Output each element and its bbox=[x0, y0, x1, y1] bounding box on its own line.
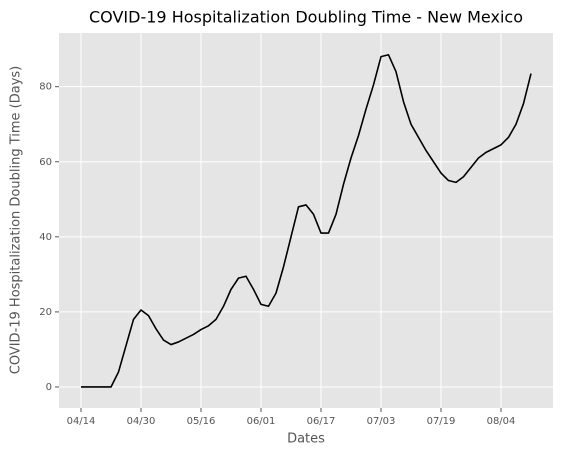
x-tick-label: 04/14 bbox=[67, 416, 96, 427]
y-tick-label: 20 bbox=[39, 307, 52, 318]
y-tick-label: 40 bbox=[39, 232, 52, 243]
chart-title: COVID-19 Hospitalization Doubling Time -… bbox=[89, 8, 523, 27]
y-tick-label: 0 bbox=[46, 382, 52, 393]
line bbox=[81, 53, 532, 388]
x-tick-label: 06/17 bbox=[307, 416, 336, 427]
y-tick-label: 80 bbox=[39, 82, 52, 93]
y-axis-label: COVID-19 Hospitalization Doubling Time (… bbox=[9, 66, 24, 375]
x-tick-label: 06/01 bbox=[247, 416, 276, 427]
x-tick-label: 04/30 bbox=[127, 416, 156, 427]
x-tick-label: 05/16 bbox=[187, 416, 216, 427]
x-axis-label: Dates bbox=[287, 432, 325, 447]
plot-area bbox=[59, 33, 553, 408]
x-tick-label: 07/19 bbox=[427, 416, 456, 427]
x-tick-label: 07/03 bbox=[367, 416, 396, 427]
y-tick-label: 60 bbox=[39, 157, 52, 168]
x-tick-label: 08/04 bbox=[487, 416, 516, 427]
